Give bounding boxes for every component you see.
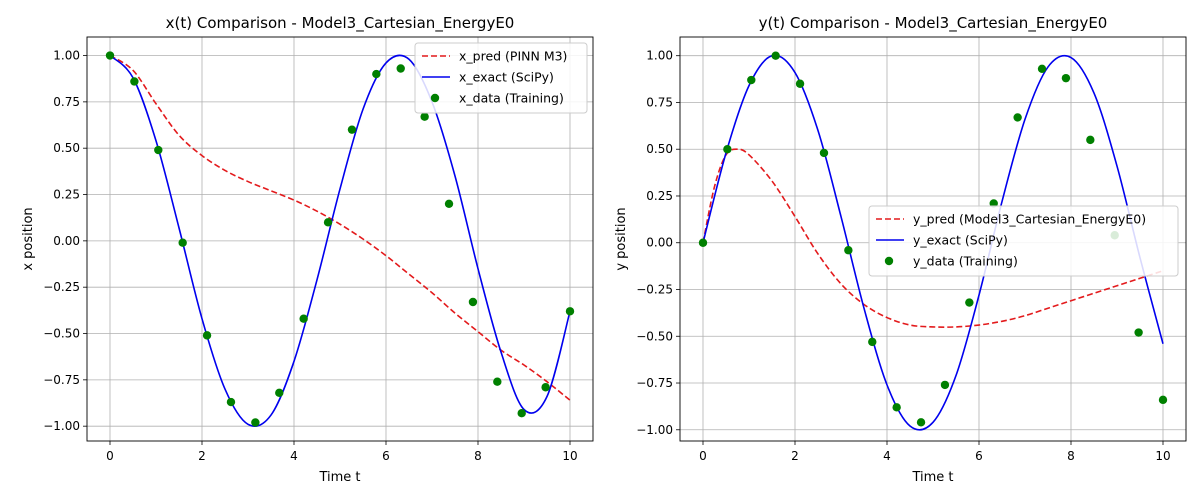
x-tick-label: 2 [198, 449, 206, 463]
y-tick-label: −0.25 [43, 280, 80, 294]
data-point [517, 409, 526, 418]
data-point [916, 418, 926, 427]
x-tick-label: 0 [106, 449, 114, 463]
plot-area [105, 51, 575, 427]
legend-marker [884, 256, 894, 266]
data-point [275, 388, 284, 398]
y-tick-label: −0.75 [43, 373, 80, 387]
x-axis-label: Time t [911, 470, 953, 485]
data-point [347, 125, 357, 134]
data-point [251, 418, 260, 427]
data-point [178, 238, 187, 247]
data-point [493, 377, 502, 386]
data-point [444, 199, 454, 208]
data-point [795, 79, 805, 88]
x-tick-label: 6 [382, 449, 390, 463]
y-axis-label: y position [614, 207, 629, 270]
legend-label: x_data (Training) [459, 91, 564, 106]
data-point [396, 64, 405, 73]
series-3-points [698, 51, 1168, 427]
data-point [468, 297, 478, 307]
series-1-line [702, 148, 1164, 328]
data-point [771, 51, 780, 60]
legend-label: x_exact (SciPy) [459, 70, 554, 85]
chart-title: x(t) Comparison - Model3_Cartesian_Energ… [166, 14, 515, 33]
data-point [892, 403, 901, 412]
data-point [372, 69, 381, 79]
axes-frame [679, 36, 1187, 442]
x-tick-label: 8 [474, 449, 482, 463]
data-point [226, 397, 236, 407]
y-tick-label: −1.00 [43, 419, 80, 433]
legend-box [868, 205, 1179, 277]
data-point [965, 298, 974, 307]
x-tick-label: 10 [562, 449, 577, 463]
y-tick-label: 0.75 [53, 95, 80, 109]
y-tick-label: −0.25 [636, 283, 673, 297]
data-point [940, 380, 950, 390]
legend-label: x_pred (PINN M3) [459, 49, 567, 64]
x-tick-label: 2 [791, 449, 799, 463]
x-tick-label: 8 [1067, 449, 1075, 463]
data-point [1134, 328, 1143, 337]
legend-marker [430, 93, 440, 103]
y-tick-label: −0.50 [636, 329, 673, 343]
data-point [541, 383, 550, 392]
y-tick-label: −0.50 [43, 327, 80, 341]
plot-area [698, 51, 1168, 431]
x-axis-label: Time t [318, 470, 360, 485]
legend: y_pred (Model3_Cartesian_EnergyE0) y_exac… [868, 205, 1179, 277]
series-3-points [105, 51, 575, 427]
data-point [1158, 395, 1168, 405]
y-tick-label: 0.75 [646, 95, 673, 109]
data-point [1086, 135, 1095, 145]
data-point [420, 112, 429, 121]
data-point [1061, 73, 1071, 83]
y-tick-label: 0.00 [53, 234, 80, 248]
legend-box [414, 42, 588, 114]
data-point [105, 51, 115, 60]
x-tick-label: 0 [699, 449, 707, 463]
axes-frame [86, 36, 594, 442]
y-tick-label: 1.00 [53, 49, 80, 63]
data-point [202, 331, 212, 340]
data-point [565, 307, 575, 316]
data-point [130, 77, 139, 86]
data-point [323, 218, 333, 227]
y-tick-label: −0.75 [636, 376, 673, 390]
data-point [299, 314, 308, 323]
data-point [698, 238, 708, 247]
chart-2: 0 2 4 6 8 10 −1.00 −0.75 −0.50 −0.25 0.00 0.25 0.50 0… [614, 14, 1187, 485]
legend-label: y_data (Training) [913, 254, 1018, 269]
data-point [844, 246, 853, 255]
data-point [819, 148, 829, 158]
data-point [154, 145, 163, 155]
y-tick-label: 0.25 [53, 188, 80, 202]
y-tick-label: 0.50 [646, 142, 673, 156]
data-point [1013, 113, 1022, 122]
x-tick-label: 10 [1155, 449, 1170, 463]
data-point [868, 337, 877, 347]
x-tick-label: 4 [290, 449, 298, 463]
legend: x_pred (PINN M3) x_exact (SciPy) x_data (T… [414, 42, 588, 114]
y-tick-label: 1.00 [646, 49, 673, 63]
x-tick-label: 6 [975, 449, 983, 463]
x-tick-label: 4 [883, 449, 891, 463]
chart-title: y(t) Comparison - Model3_Cartesian_Energ… [759, 14, 1108, 33]
y-axis-label: x position [21, 207, 36, 270]
legend-label: y_pred (Model3_Cartesian_EnergyE0) [913, 212, 1146, 227]
y-tick-label: 0.00 [646, 236, 673, 250]
series-2-line [109, 54, 571, 427]
data-point [747, 75, 756, 85]
chart-1: 0 2 4 6 8 10 −1.00 −0.75 −0.50 −0.25 0.00 0.25 0.50 0… [21, 14, 594, 485]
y-tick-label: −1.00 [636, 423, 673, 437]
y-tick-label: 0.50 [53, 141, 80, 155]
series-1-line [109, 54, 571, 401]
legend-label: y_exact (SciPy) [913, 233, 1008, 248]
y-tick-label: 0.25 [646, 189, 673, 203]
data-point [1037, 64, 1047, 73]
data-point [723, 145, 732, 154]
